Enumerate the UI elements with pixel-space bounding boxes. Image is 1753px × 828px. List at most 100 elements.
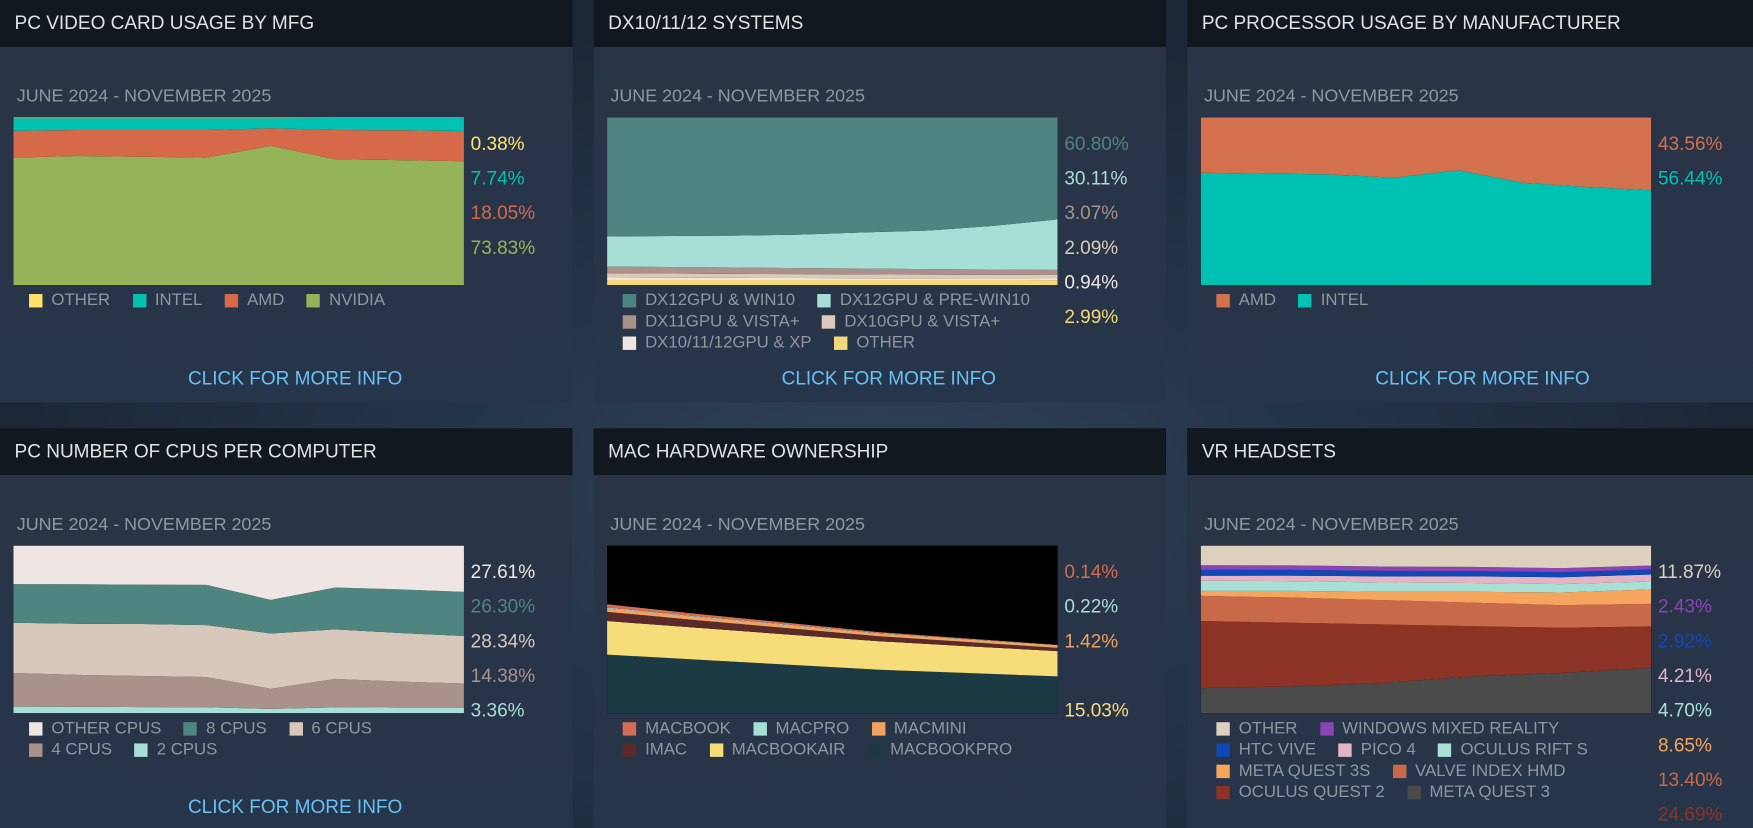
legend-label: 4 CPUS xyxy=(51,740,113,760)
share-label: 0.14% xyxy=(1064,561,1119,583)
legend-swatch xyxy=(134,742,148,757)
legend-label: NVIDIA xyxy=(329,290,386,310)
panel-title: PC VIDEO CARD USAGE BY MFG xyxy=(0,0,573,47)
legend-label: WINDOWS MIXED REALITY xyxy=(1342,718,1560,738)
legend-label: OTHER xyxy=(51,290,111,310)
legend-item: DX12GPU & WIN10 xyxy=(622,290,795,311)
area-chart xyxy=(13,545,464,714)
legend-item: OTHER xyxy=(833,332,916,353)
legend-label: DX10GPU & VISTA+ xyxy=(844,311,1001,331)
stat-panel: PC NUMBER OF CPUS PER COMPUTER JUNE 2024 … xyxy=(0,428,573,828)
share-label: 2.09% xyxy=(1064,237,1119,259)
legend-item: NVIDIA xyxy=(306,290,386,311)
legend-label: OTHER xyxy=(1238,718,1298,738)
legend-swatch xyxy=(1319,721,1334,736)
more-info-link[interactable]: CLICK FOR MORE INFO xyxy=(187,367,403,390)
share-label: 1.42% xyxy=(1064,630,1119,652)
legend-label: INTEL xyxy=(154,290,203,310)
share-label: 27.61% xyxy=(470,561,536,583)
area-series xyxy=(1200,545,1652,569)
area-series xyxy=(1200,621,1652,689)
area-series xyxy=(1200,574,1652,585)
legend-swatch xyxy=(1298,293,1312,307)
area-series xyxy=(607,654,1058,714)
date-range: JUNE 2024 - NOVEMBER 2025 xyxy=(1204,87,1459,107)
legend-swatch xyxy=(29,293,43,307)
legend-swatch xyxy=(622,742,637,757)
legend-item: DX10/11/12GPU & XP xyxy=(622,332,812,353)
legend-item: MACBOOKAIR xyxy=(709,739,845,760)
legend-label: MACBOOKAIR xyxy=(731,740,846,760)
legend-swatch xyxy=(833,335,848,350)
share-label: 28.34% xyxy=(470,630,536,652)
legend-label: META QUEST 3 xyxy=(1429,782,1550,802)
area-series xyxy=(1200,170,1652,286)
legend-label: PICO 4 xyxy=(1360,740,1416,760)
share-label: 43.56% xyxy=(1657,133,1723,155)
area-series xyxy=(13,622,464,689)
legend-label: 2 CPUS xyxy=(156,740,218,760)
stat-panel: MAC HARDWARE OWNERSHIP JUNE 2024 - NOVEMB… xyxy=(593,428,1167,828)
share-label: 4.70% xyxy=(1657,699,1712,722)
share-label: 15.03% xyxy=(1064,699,1129,722)
legend-label: META QUEST 3S xyxy=(1238,761,1371,781)
legend-item: AMD xyxy=(224,290,285,311)
legend-label: HTC VIVE xyxy=(1238,740,1317,760)
legend-swatch xyxy=(1216,293,1230,307)
panel-title: MAC HARDWARE OWNERSHIP xyxy=(593,428,1167,476)
legend-item: OCULUS QUEST 2 xyxy=(1216,781,1385,802)
legend: OTHER WINDOWS MIXED REALITY HTC VIVE PICO 4… xyxy=(1216,718,1652,803)
legend-swatch xyxy=(1338,742,1352,757)
panel-title: DX10/11/12 SYSTEMS xyxy=(593,0,1167,47)
legend-swatch xyxy=(224,293,239,307)
stat-panel: VR HEADSETS JUNE 2024 - NOVEMBER 2025 11.8… xyxy=(1187,428,1753,828)
area-chart xyxy=(1200,545,1652,714)
more-info-link[interactable]: CLICK FOR MORE INFO xyxy=(187,796,403,818)
legend-swatch xyxy=(622,293,637,307)
legend-item: WINDOWS MIXED REALITY xyxy=(1319,718,1560,739)
legend-label: DX11GPU & VISTA+ xyxy=(645,311,800,331)
stat-panel: PC VIDEO CARD USAGE BY MFG JUNE 2024 - NO… xyxy=(0,0,573,403)
legend-item: DX12GPU & PRE-WIN10 xyxy=(817,290,1030,311)
legend-swatch xyxy=(709,742,723,757)
legend-swatch xyxy=(622,314,637,329)
share-label: 4.21% xyxy=(1657,665,1712,687)
legend-swatch xyxy=(1216,721,1230,736)
legend-swatch xyxy=(29,742,43,757)
share-label: 0.38% xyxy=(470,133,525,155)
legend-item: OTHER xyxy=(29,290,110,311)
legend-label: MACPRO xyxy=(775,718,850,738)
legend-label: AMD xyxy=(247,290,285,310)
legend-label: 6 CPUS xyxy=(311,718,372,738)
legend-label: OTHER xyxy=(856,333,916,353)
share-label: 56.44% xyxy=(1657,167,1723,189)
legend-label: AMD xyxy=(1238,290,1276,310)
legend-swatch xyxy=(817,293,831,307)
area-series xyxy=(13,673,464,709)
area-chart xyxy=(607,545,1058,714)
more-info-link[interactable]: CLICK FOR MORE INFO xyxy=(1375,367,1590,390)
area-series xyxy=(607,608,1058,648)
share-label: 73.83% xyxy=(470,237,536,259)
legend-label: 8 CPUS xyxy=(206,718,267,738)
legend-swatch xyxy=(132,293,146,307)
share-label: 30.11% xyxy=(1064,167,1128,189)
share-label: 26.30% xyxy=(470,595,536,618)
legend-swatch xyxy=(183,721,198,736)
legend-label: IMAC xyxy=(645,740,687,760)
share-label: 2.99% xyxy=(1064,306,1119,328)
legend-label: VALVE INDEX HMD xyxy=(1415,761,1566,781)
legend: AMD INTEL xyxy=(1216,290,1652,311)
area-series xyxy=(13,128,464,162)
more-info-link[interactable]: CLICK FOR MORE INFO xyxy=(781,367,996,390)
area-series xyxy=(13,145,464,286)
area-series xyxy=(13,118,464,132)
legend-item: IMAC xyxy=(622,739,687,760)
area-series xyxy=(1200,565,1652,573)
share-label: 11.87% xyxy=(1657,561,1722,583)
legend: MACBOOK MACPRO MACMINI IMAC MACBOOKAIR MACBOO… xyxy=(622,718,1059,760)
share-label: 13.40% xyxy=(1657,769,1723,791)
legend-swatch xyxy=(1216,742,1230,757)
legend-item: INTEL xyxy=(132,290,202,311)
area-chart xyxy=(1200,117,1652,286)
